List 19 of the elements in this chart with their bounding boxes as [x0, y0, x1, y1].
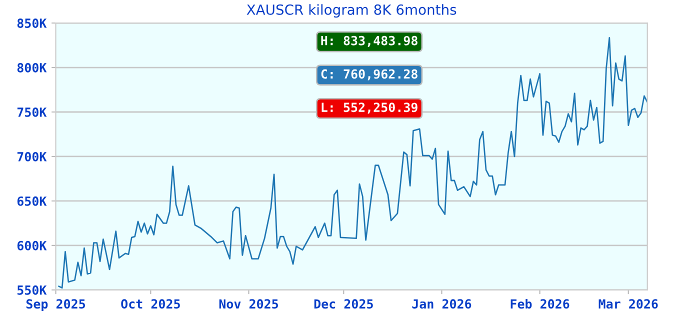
chart-title: XAUSCR kilogram 8K 6months	[246, 4, 456, 18]
x-tick-label: Jan 2026	[412, 299, 472, 309]
y-tick-label: 650K	[17, 196, 47, 206]
annotation: H: 833,483.98	[321, 36, 418, 47]
line-series	[58, 37, 648, 289]
x-tick-label: Mar 2026	[598, 299, 658, 309]
x-tick-label: Feb 2026	[510, 298, 570, 309]
x-tick-label: Dec 2025	[314, 299, 373, 309]
annotation: L: 552,250.39	[322, 102, 418, 114]
y-tick-label: 700K	[17, 152, 47, 162]
y-tick-label: 800K	[17, 62, 47, 72]
annotation: C: 760,962.28	[321, 69, 418, 80]
y-tick-label: 750K	[17, 107, 47, 117]
y-tick-label: 850K	[17, 18, 47, 28]
x-tick-label: Oct 2025	[121, 299, 180, 309]
y-tick-label: 550K	[18, 285, 47, 295]
y-tick-label: 600K	[17, 240, 47, 250]
x-tick-label: Nov 2025	[219, 299, 278, 309]
x-tick-label: Sep 2025	[26, 299, 86, 312]
